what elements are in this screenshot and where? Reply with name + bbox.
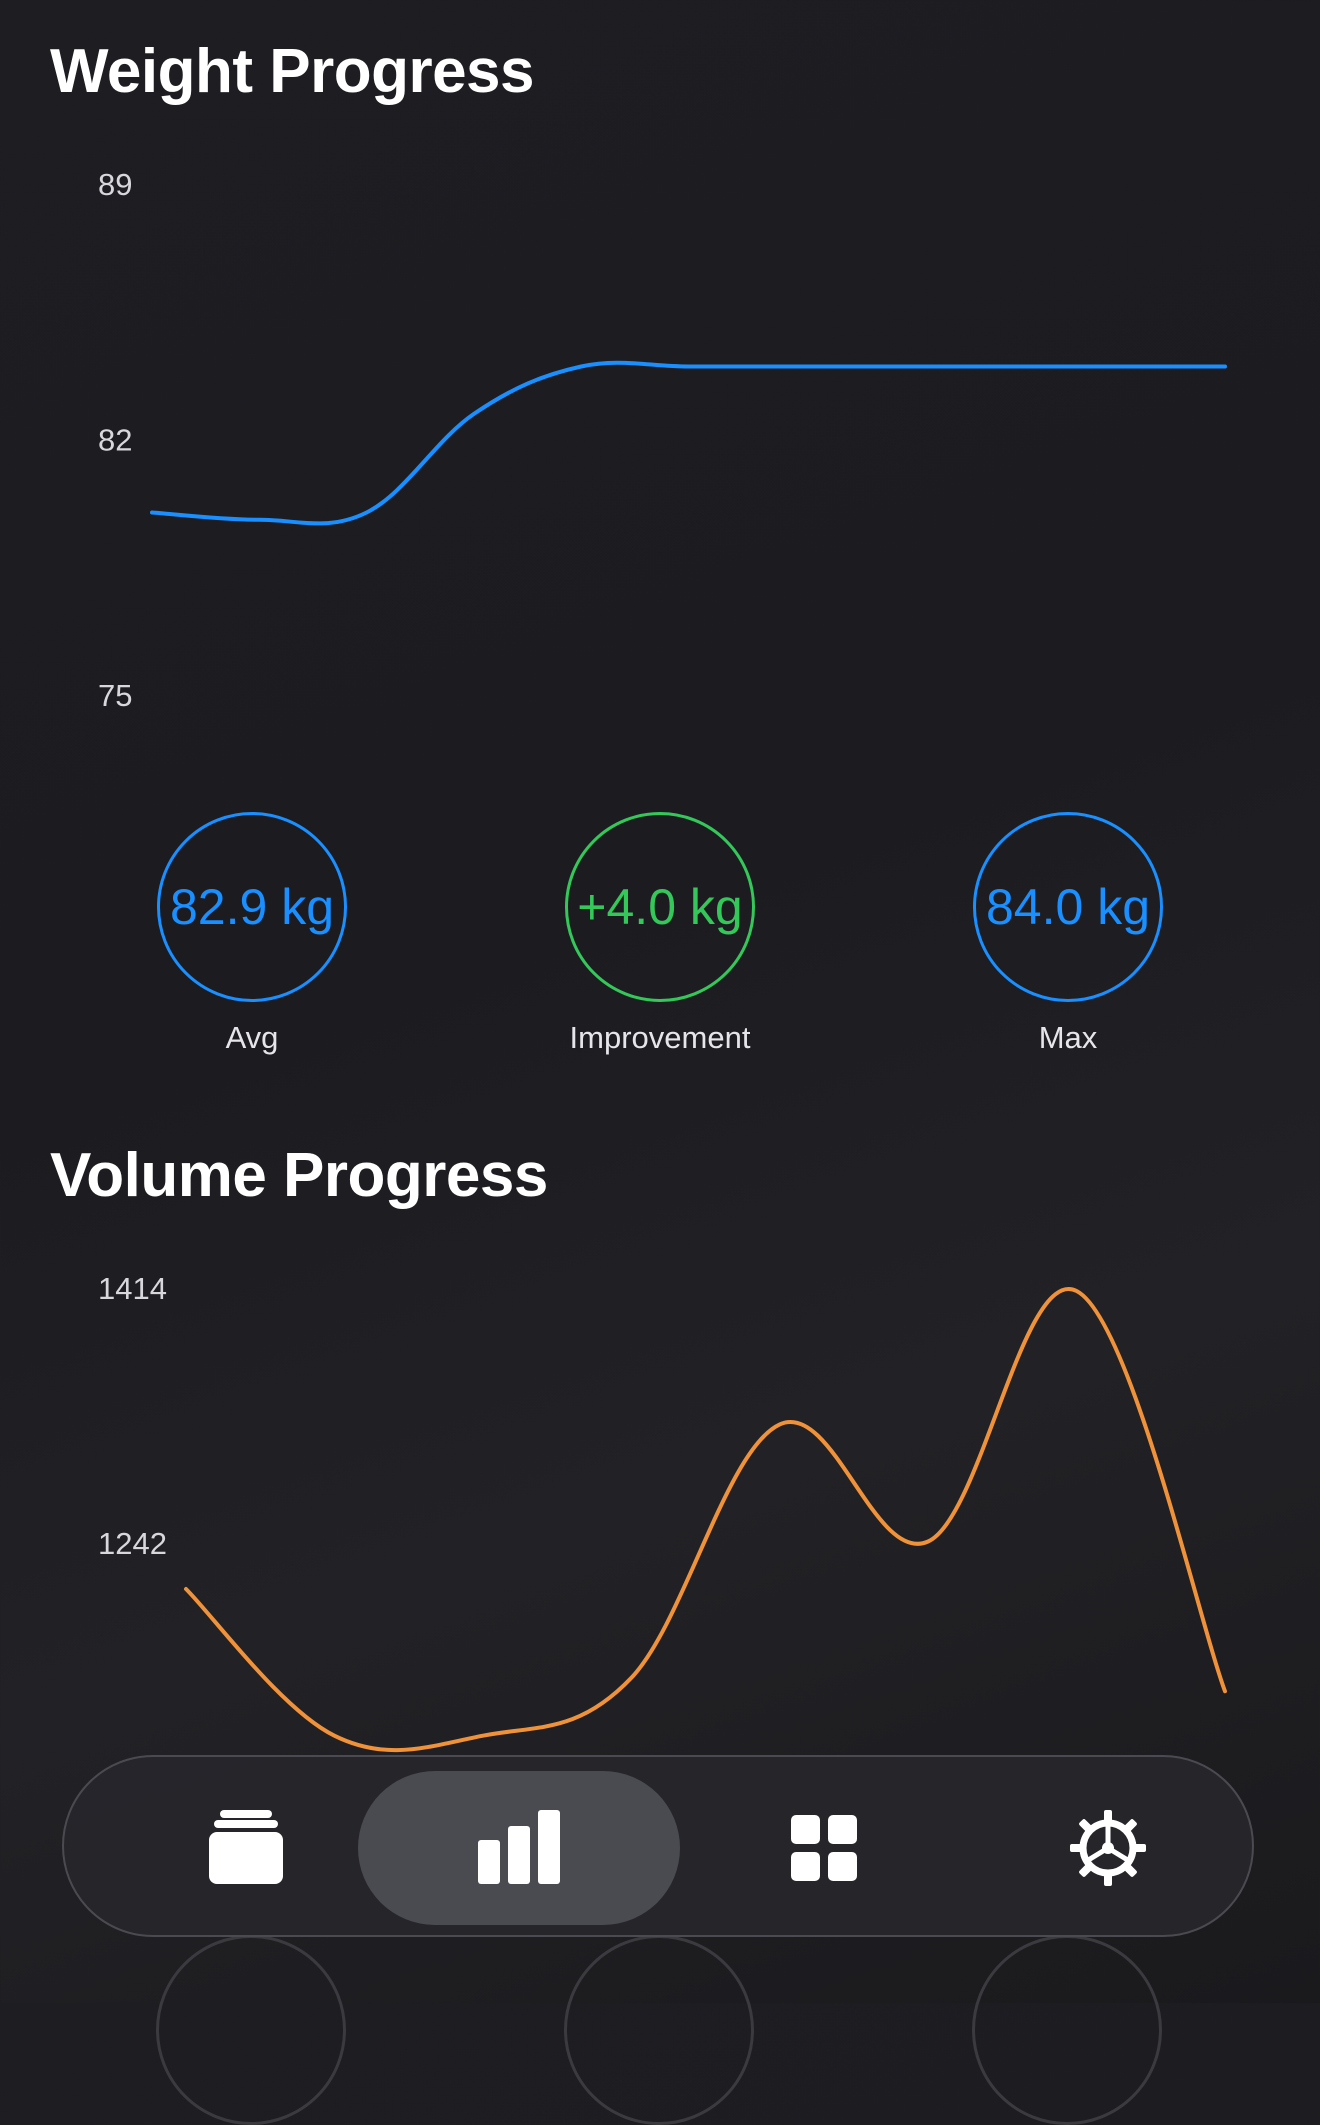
tab-history[interactable] — [126, 1771, 366, 1925]
volume-chart: 1414 1242 — [98, 1271, 1227, 1753]
stat-max-value: 84.0 kg — [973, 812, 1163, 1002]
y-tick-label: 75 — [98, 678, 132, 713]
bar-chart-icon — [478, 1810, 560, 1884]
weight-progress-title: Weight Progress — [50, 37, 535, 106]
hidden-stat-ring — [972, 1935, 1162, 2125]
hidden-stat-ring — [564, 1935, 754, 2125]
y-tick-label: 1242 — [98, 1526, 167, 1561]
hidden-stat-ring — [156, 1935, 346, 2125]
series-line — [184, 1287, 1227, 1753]
tab-dashboard[interactable] — [704, 1771, 944, 1925]
tab-settings[interactable] — [988, 1771, 1228, 1925]
tab-progress[interactable] — [358, 1771, 680, 1925]
y-tick-label: 1414 — [98, 1271, 167, 1306]
stat-max-label: Max — [1038, 1020, 1098, 1055]
y-tick-label: 82 — [98, 423, 132, 458]
stat-avg-value: 82.9 kg — [157, 812, 347, 1002]
stat-max: 84.0 kg Max — [938, 812, 1198, 1056]
y-tick-label: 89 — [98, 167, 132, 202]
cards-stack-icon — [209, 1810, 283, 1884]
stat-avg-label: Avg — [225, 1020, 279, 1055]
gear-icon — [1070, 1810, 1146, 1886]
series-line — [150, 360, 1227, 526]
volume-progress-title: Volume Progress — [50, 1141, 548, 1210]
grid-icon — [791, 1815, 857, 1881]
stat-improvement: +4.0 kg Improvement — [530, 812, 790, 1056]
stat-improvement-label: Improvement — [569, 1020, 751, 1055]
stat-improvement-value: +4.0 kg — [565, 812, 755, 1002]
tab-bar — [62, 1755, 1254, 1937]
weight-chart: 89 82 75 — [98, 167, 1227, 713]
stat-avg: 82.9 kg Avg — [122, 812, 382, 1056]
